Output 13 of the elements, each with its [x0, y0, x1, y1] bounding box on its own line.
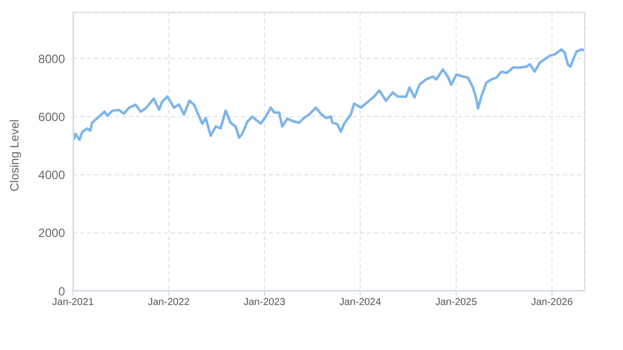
x-tick-label: Jan-2021	[52, 297, 94, 308]
y-tick-label: 2000	[38, 226, 66, 240]
y-axis-title: Closing Level	[7, 119, 22, 192]
line-series	[73, 48, 585, 142]
x-tick-label: Jan-2024	[339, 297, 382, 308]
x-tick-label: Jan-2023	[244, 297, 286, 308]
y-tick-label: 6000	[38, 110, 66, 124]
y-tick-label: 4000	[38, 168, 66, 182]
y-tick-label: 8000	[38, 52, 66, 66]
x-tick-label: Jan-2022	[148, 297, 190, 308]
x-tick-label: Jan-2025	[435, 297, 478, 308]
y-tick-label: 0	[58, 284, 66, 298]
x-tick-label: Jan-2026	[531, 297, 574, 308]
